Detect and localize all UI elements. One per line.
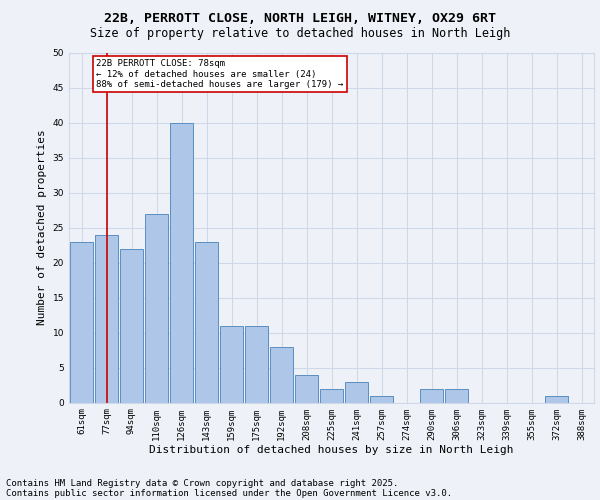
Bar [345, 382, 368, 402]
Bar [420, 388, 443, 402]
Text: Size of property relative to detached houses in North Leigh: Size of property relative to detached ho… [90, 28, 510, 40]
Text: 22B PERROTT CLOSE: 78sqm
← 12% of detached houses are smaller (24)
88% of semi-d: 22B PERROTT CLOSE: 78sqm ← 12% of detach… [97, 60, 344, 90]
Bar [270, 346, 293, 403]
Bar [245, 326, 268, 402]
Bar [120, 248, 143, 402]
Bar [170, 122, 193, 402]
Text: Contains public sector information licensed under the Open Government Licence v3: Contains public sector information licen… [6, 488, 452, 498]
Bar [95, 234, 118, 402]
Bar [70, 242, 93, 402]
Bar [320, 388, 343, 402]
Y-axis label: Number of detached properties: Number of detached properties [37, 130, 47, 326]
X-axis label: Distribution of detached houses by size in North Leigh: Distribution of detached houses by size … [149, 445, 514, 455]
Bar [370, 396, 393, 402]
Bar [220, 326, 243, 402]
Bar [445, 388, 468, 402]
Bar [145, 214, 168, 402]
Bar [545, 396, 568, 402]
Text: 22B, PERROTT CLOSE, NORTH LEIGH, WITNEY, OX29 6RT: 22B, PERROTT CLOSE, NORTH LEIGH, WITNEY,… [104, 12, 496, 26]
Bar [295, 374, 318, 402]
Bar [195, 242, 218, 402]
Text: Contains HM Land Registry data © Crown copyright and database right 2025.: Contains HM Land Registry data © Crown c… [6, 478, 398, 488]
